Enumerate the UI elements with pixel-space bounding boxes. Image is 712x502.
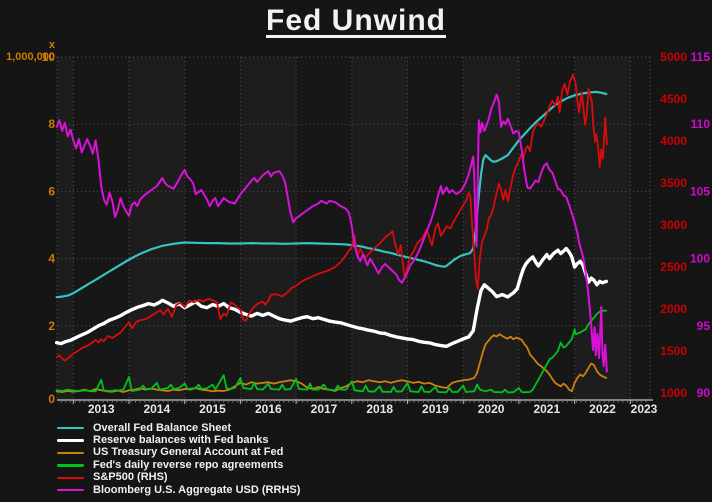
axis-tick-label: 4 [48, 252, 55, 266]
legend-swatch [57, 438, 84, 443]
legend-item-bloomberg-agg[interactable]: Bloomberg U.S. Aggregate USD (RRHS) [57, 484, 300, 496]
legend-label: Reserve balances with Fed banks [93, 434, 269, 447]
legend-swatch [57, 464, 84, 467]
axis-tick-label: 0 [48, 392, 55, 406]
axis-tick-label: 5000 [660, 50, 687, 64]
legend-label: Fed's daily reverse repo agreements [93, 458, 284, 471]
axis-tick-label: 2021 [533, 402, 560, 416]
x-axis [57, 399, 653, 404]
page-title: Fed Unwind [266, 4, 446, 37]
axis-tick-label: 100 [690, 252, 710, 266]
legend-label: Bloomberg U.S. Aggregate USD (RRHS) [93, 483, 301, 496]
series-line-reserve-balances [54, 246, 608, 348]
legend-swatch [57, 451, 84, 455]
axis-tick-label: 2015 [199, 402, 226, 416]
rhs-axis-labels: 1000 1500 2000 2500 3000 3500 4000 4500 5000 [660, 50, 687, 400]
axis-tick-label: 2019 [422, 402, 449, 416]
legend: Overall Fed Balance Sheet Reserve balance… [57, 422, 300, 496]
axis-tick-label: 6 [48, 184, 55, 198]
axis-tick-label: 2500 [660, 260, 687, 274]
axis-tick-label: 2017 [311, 402, 338, 416]
axis-tick-label: 2014 [143, 402, 170, 416]
axis-tick-label: 4500 [660, 92, 687, 106]
legend-item-sp500[interactable]: S&P500 (RHS) [57, 472, 300, 484]
axis-tick-label: 2000 [660, 302, 687, 316]
series-line-treasury-general-account [55, 333, 608, 393]
axis-tick-label: 2023 [631, 402, 658, 416]
legend-item-treasury-general-account[interactable]: US Treasury General Account at Fed [57, 447, 300, 459]
axis-tick-label: 2018 [366, 402, 393, 416]
left-axis-labels: 0 2 4 6 8 10 [42, 50, 56, 406]
legend-swatch [57, 488, 84, 492]
axis-tick-label: 4000 [660, 134, 687, 148]
axis-tick-label: 8 [48, 117, 55, 131]
legend-label: S&P500 (RHS) [93, 471, 168, 484]
axis-tick-label: 110 [691, 117, 711, 131]
axis-tick-label: 2 [48, 319, 55, 333]
axis-tick-label: 2022 [589, 402, 616, 416]
axis-tick-label: 95 [697, 319, 711, 333]
axis-tick-label: 3500 [660, 176, 687, 190]
axis-tick-label: 115 [691, 50, 711, 64]
legend-item-fed-balance-sheet[interactable]: Overall Fed Balance Sheet [57, 422, 300, 434]
axis-tick-label: 2020 [478, 402, 505, 416]
legend-swatch [57, 426, 84, 430]
title-bar: Fed Unwind [0, 4, 712, 38]
legend-label: US Treasury General Account at Fed [93, 446, 284, 459]
axis-tick-label: 2016 [255, 402, 282, 416]
series-line-fed-balance-sheet [55, 90, 608, 299]
legend-item-reverse-repo[interactable]: Fed's daily reverse repo agreements [57, 459, 300, 471]
legend-swatch [57, 476, 84, 479]
axis-tick-label: 3000 [660, 218, 687, 232]
axis-tick-label: 1500 [660, 344, 687, 358]
year-bands [57, 57, 650, 400]
legend-item-reserve-balances[interactable]: Reserve balances with Fed banks [57, 434, 300, 446]
series-line-bloomberg-agg [55, 93, 608, 373]
axis-tick-label: 1000 [660, 386, 687, 400]
legend-label: Overall Fed Balance Sheet [93, 421, 232, 434]
axis-tick-label: 90 [697, 386, 711, 400]
x-axis-labels: 2013 2014 2015 2016 2017 2018 2019 2020 2021 2022… [88, 402, 658, 416]
series-lines [54, 73, 608, 394]
axis-tick-label: 10 [42, 50, 56, 64]
rrhs-axis-labels: 90 95 100 105 110 115 [690, 50, 710, 400]
axis-tick-label: 105 [690, 184, 710, 198]
series-line-reverse-repo [55, 309, 608, 394]
axis-tick-label: 2013 [88, 402, 115, 416]
left-axis-unit-label: x 1,000,000 [6, 39, 55, 63]
